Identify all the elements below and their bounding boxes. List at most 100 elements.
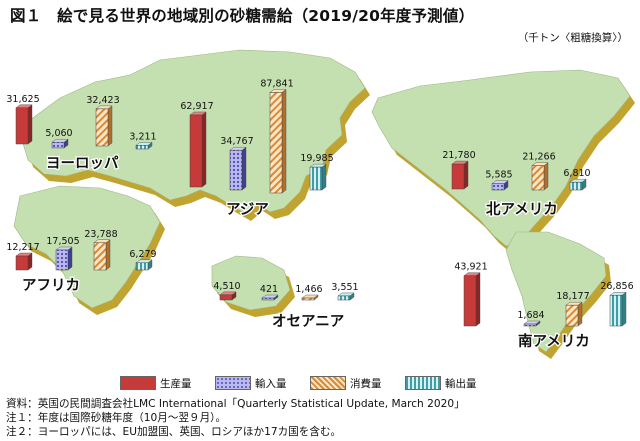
bar-africa-production	[15, 252, 33, 271]
value-label-north-america-production: 21,780	[442, 150, 475, 161]
value-label-south-america-export: 26,856	[600, 281, 633, 292]
footnote-2: 注２：ヨーロッパには、EU加盟国、英国、ロシアほか17カ国を含む。	[6, 426, 342, 438]
bar-side-africa-consumption	[105, 239, 111, 271]
bar-front-north-america-import	[491, 183, 505, 191]
value-label-north-america-export: 6,810	[563, 168, 590, 179]
bar-front-asia-import	[229, 149, 243, 191]
africa-landmass	[13, 185, 165, 315]
bar-front-south-america-import	[523, 323, 537, 327]
source-note: 資料：英国の民間調査会社LMC International「Quarterly …	[6, 398, 465, 410]
region-label-south-america: 南アメリカ	[518, 332, 590, 350]
bar-africa-consumption	[93, 239, 111, 271]
value-label-north-america-import: 5,585	[485, 170, 512, 181]
bar-south-america-export	[609, 291, 627, 327]
bar-asia-import	[229, 146, 247, 191]
bar-side-south-america-export	[621, 291, 627, 327]
value-label-asia-import: 34,767	[220, 136, 253, 147]
bar-europe-production	[15, 104, 33, 145]
chart-title: 図１ 絵で見る世界の地域別の砂糖需給（2019/20年度予測値）	[10, 7, 475, 25]
bar-side-south-america-consumption	[577, 301, 583, 327]
bar-oceania-production	[219, 291, 237, 301]
region-label-north-america: 北アメリカ	[486, 201, 558, 218]
bar-europe-consumption	[95, 105, 113, 147]
bar-africa-import	[55, 246, 73, 271]
value-label-south-america-production: 43,921	[454, 262, 487, 273]
bar-front-north-america-export	[569, 181, 583, 191]
bar-side-north-america-production	[463, 160, 469, 190]
bar-side-europe-production	[27, 104, 33, 145]
value-label-africa-production: 12,217	[6, 242, 39, 253]
value-label-oceania-export: 3,551	[331, 282, 358, 293]
value-label-asia-production: 62,917	[180, 101, 213, 112]
legend-swatch-export	[405, 376, 441, 390]
bar-front-south-america-consumption	[565, 304, 579, 327]
legend-item-consumption: 消費量	[310, 372, 382, 394]
legend-item-production: 生産量	[120, 372, 192, 394]
value-label-south-america-import: 1,684	[517, 310, 544, 321]
bar-europe-export	[135, 141, 153, 150]
bar-south-america-consumption	[565, 301, 583, 327]
bar-front-south-america-export	[609, 294, 623, 327]
bar-north-america-import	[491, 180, 509, 191]
legend-label-consumption: 消費量	[350, 377, 382, 390]
notes: 資料：英国の民間調査会社LMC International「Quarterly …	[6, 397, 465, 439]
bar-front-africa-consumption	[93, 242, 107, 271]
value-label-europe-production: 31,625	[6, 94, 39, 105]
region-label-asia: アジア	[226, 202, 269, 218]
value-label-europe-consumption: 32,423	[86, 95, 119, 106]
bar-europe-import	[51, 138, 69, 149]
legend-item-export: 輸出量	[405, 372, 477, 394]
value-label-oceania-production: 4,510	[213, 281, 240, 292]
bar-side-north-america-consumption	[543, 162, 549, 191]
bar-front-africa-production	[15, 255, 29, 271]
value-label-africa-import: 17,505	[46, 236, 79, 247]
value-label-africa-export: 6,279	[129, 249, 156, 260]
bar-asia-export	[309, 163, 327, 191]
bar-front-europe-export	[135, 145, 149, 150]
legend-label-production: 生産量	[160, 377, 192, 390]
bar-side-asia-production	[201, 111, 207, 188]
legend-label-import: 輸入量	[255, 377, 287, 390]
bar-oceania-consumption	[301, 294, 319, 301]
footnote-1: 注１：年度は国際砂糖年度（10月～翌９月）。	[6, 412, 227, 424]
bars-layer	[15, 89, 627, 327]
bar-side-asia-consumption	[281, 89, 287, 194]
bar-side-africa-import	[67, 246, 73, 271]
bar-front-north-america-production	[451, 163, 465, 190]
bar-south-america-production	[463, 272, 481, 327]
bar-front-africa-import	[55, 249, 69, 271]
bar-front-oceania-production	[219, 294, 233, 301]
legend: 生産量 輸入量 消費量 輸出量	[120, 372, 500, 394]
legend-swatch-production	[120, 376, 156, 390]
bar-front-europe-consumption	[95, 108, 109, 147]
bar-oceania-export	[337, 292, 355, 301]
bar-front-asia-production	[189, 114, 203, 188]
bar-side-asia-import	[241, 146, 247, 191]
bar-north-america-consumption	[531, 162, 549, 191]
bar-oceania-import	[261, 294, 279, 301]
bar-side-south-america-production	[475, 272, 481, 327]
legend-label-export: 輸出量	[445, 377, 477, 390]
bar-front-north-america-consumption	[531, 165, 545, 191]
bar-front-africa-export	[135, 262, 149, 271]
value-label-asia-consumption: 87,841	[260, 78, 293, 89]
bar-front-oceania-export	[337, 295, 351, 301]
value-label-oceania-import: 421	[260, 284, 278, 295]
north-america-landmass	[371, 69, 635, 253]
value-label-europe-import: 5,060	[45, 128, 72, 139]
value-label-europe-export: 3,211	[129, 131, 156, 142]
region-label-europe: ヨーロッパ	[46, 155, 119, 172]
value-label-north-america-consumption: 21,266	[522, 152, 555, 163]
bar-front-europe-import	[51, 141, 65, 149]
value-labels: 31,625 5,060 32,423 3,211 62,917 34,767 87,841…	[6, 78, 633, 321]
bar-asia-production	[189, 111, 207, 188]
bar-north-america-production	[451, 160, 469, 190]
bar-front-oceania-import	[261, 297, 275, 301]
bar-africa-export	[135, 259, 153, 271]
bar-asia-consumption	[269, 89, 287, 194]
bar-front-asia-export	[309, 166, 323, 191]
value-label-africa-consumption: 23,788	[84, 229, 117, 240]
bar-side-asia-export	[321, 163, 327, 191]
